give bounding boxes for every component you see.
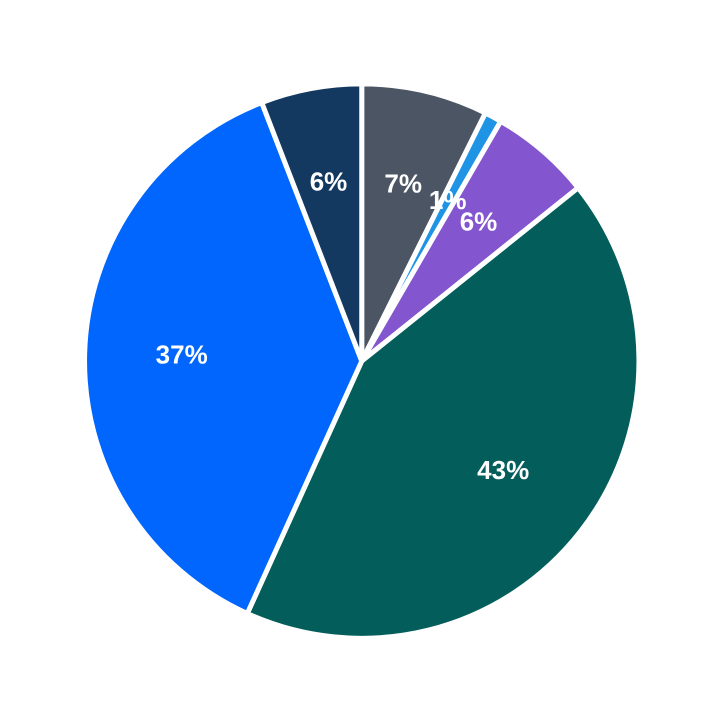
- svg-text:1%: 1%: [429, 185, 467, 215]
- svg-text:43%: 43%: [477, 455, 529, 485]
- svg-text:6%: 6%: [460, 207, 498, 237]
- svg-text:7%: 7%: [384, 169, 422, 199]
- svg-text:6%: 6%: [310, 167, 348, 197]
- svg-text:37%: 37%: [156, 340, 208, 370]
